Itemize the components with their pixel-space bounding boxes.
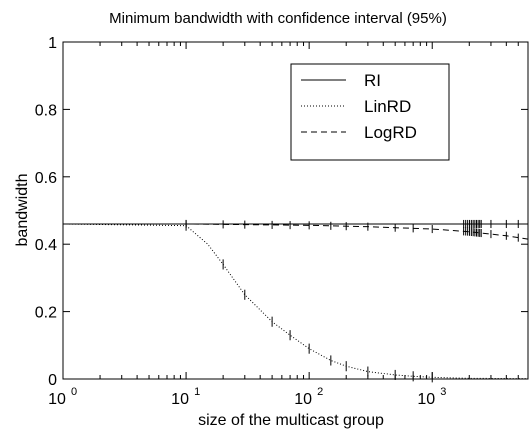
plot-area	[62, 219, 529, 383]
x-tick-label: 10	[294, 391, 312, 408]
x-axis: 10 0 10 1 10 2 10 3	[48, 42, 529, 408]
x-tick-label: 10	[171, 391, 189, 408]
x-tick-exponent: 3	[440, 386, 446, 398]
legend-label-linrd: LinRD	[364, 97, 411, 116]
series-line	[62, 223, 529, 380]
x-tick-exponent: 1	[194, 386, 200, 398]
y-tick-label: 0.6	[35, 170, 57, 187]
x-axis-label: size of the multicast group	[198, 412, 384, 429]
y-tick-label: 1	[48, 35, 57, 52]
y-axis: 0 0.2 0.4 0.6 0.8 1	[35, 35, 528, 389]
legend-label-ri: RI	[364, 71, 381, 90]
x-tick-label: 10	[48, 391, 66, 408]
chart-title: Minimum bandwidth with confidence interv…	[109, 10, 447, 27]
plot-frame	[62, 41, 529, 380]
x-tick-label: 10	[417, 391, 435, 408]
x-tick-exponent: 2	[317, 386, 323, 398]
series-ri	[63, 219, 528, 229]
y-tick-label: 0.4	[35, 237, 57, 254]
y-tick-label: 0.2	[35, 305, 57, 322]
y-tick-label: 0	[48, 372, 57, 389]
y-axis-label: bandwidth	[14, 174, 31, 247]
legend: RI LinRD LogRD	[290, 63, 450, 161]
series-linrd	[62, 220, 529, 383]
x-tick-exponent: 0	[71, 386, 77, 398]
legend-label-logrd: LogRD	[364, 123, 417, 142]
series-line	[63, 223, 529, 240]
y-tick-label: 0.8	[35, 102, 57, 119]
series-logrd	[63, 219, 529, 242]
